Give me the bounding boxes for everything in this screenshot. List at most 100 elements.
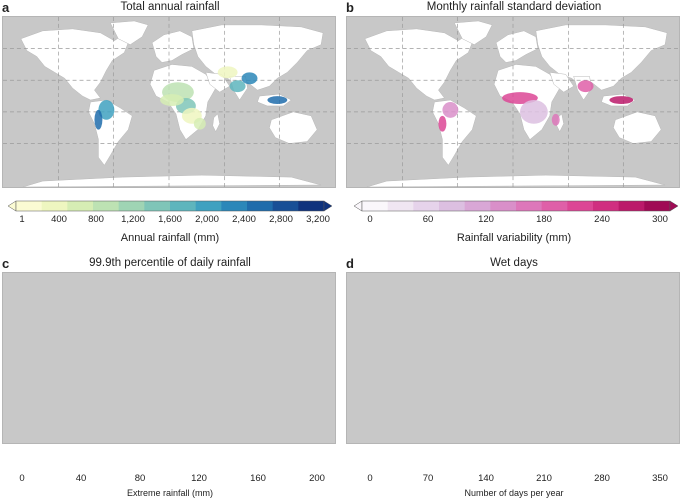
- colorbar-swatch: [644, 201, 671, 211]
- tick-label: 160: [250, 473, 266, 484]
- colorbar-swatch: [221, 201, 248, 211]
- map-svg: [347, 273, 679, 443]
- panel-title: Total annual rainfall: [120, 1, 220, 13]
- colorbar-swatch: [567, 201, 594, 211]
- tick-label: 400: [51, 214, 67, 225]
- europe-land: [151, 30, 195, 63]
- tick-label: 200: [309, 473, 325, 484]
- colorbar-swatch: [170, 201, 197, 211]
- colorbar-swatch: [118, 201, 145, 211]
- panel-letter: d: [346, 256, 354, 271]
- colorbar-swatch: [464, 201, 491, 211]
- colorbar-swatch: [439, 201, 466, 211]
- colorbar-swatch: [41, 201, 68, 211]
- antarctica-land: [22, 174, 322, 187]
- colorbar-swatch: [362, 201, 389, 211]
- madagascar-land: [212, 113, 220, 133]
- tick-label: 140: [478, 473, 494, 484]
- tick-label: 280: [594, 473, 610, 484]
- panel-title: Monthly rainfall standard deviation: [426, 1, 602, 13]
- rainfall-region: [229, 80, 246, 93]
- north-america-land: [364, 28, 473, 101]
- colorbar-swatch: [387, 201, 414, 211]
- tick-label: 0: [367, 214, 373, 225]
- rainfall-region: [241, 72, 258, 85]
- tick-label: 2,000: [195, 214, 219, 225]
- colorbar-min-arrow: [353, 200, 363, 212]
- tick-label: 0: [367, 473, 373, 484]
- europe-land: [495, 30, 539, 63]
- colorbar-swatch: [541, 201, 568, 211]
- colorbar-swatch: [195, 201, 222, 211]
- tick-label: 1,200: [121, 214, 145, 225]
- tick-label: 80: [134, 473, 146, 484]
- rainfall-region: [551, 113, 560, 126]
- colorbar-swatch: [16, 201, 43, 211]
- colorbar-swatch: [618, 201, 645, 211]
- colorbar: [353, 198, 679, 212]
- colorbar: [354, 457, 678, 467]
- tick-label: 70: [422, 473, 434, 484]
- australia-land: [269, 111, 318, 144]
- colorbar-swatch: [67, 201, 94, 211]
- australia-land: [613, 111, 662, 144]
- rainfall-region: [160, 94, 184, 106]
- tick-label: 210: [536, 473, 552, 484]
- tick-label: 120: [478, 214, 494, 225]
- rainfall-region: [442, 102, 459, 118]
- colorbar-title: Annual rainfall (mm): [120, 232, 220, 244]
- map-svg: [3, 273, 335, 443]
- colorbar-gradient: [353, 200, 679, 212]
- colorbar-gradient: [354, 460, 678, 470]
- colorbar-max-arrow: [323, 200, 333, 212]
- tick-label: 3,200: [306, 214, 330, 225]
- panel-letter: b: [346, 0, 354, 15]
- tick-label: 180: [536, 214, 552, 225]
- tick-label: 40: [75, 473, 87, 484]
- greenland-land: [453, 20, 493, 45]
- greenland-land: [109, 20, 149, 45]
- map-svg: [3, 17, 335, 187]
- colorbar: [7, 198, 333, 212]
- tick-label: 2,800: [269, 214, 293, 225]
- tick-label: 1: [19, 214, 25, 225]
- world-map: [2, 272, 336, 444]
- rainfall-region: [98, 100, 115, 120]
- tick-label: 300: [652, 214, 668, 225]
- rainfall-region: [267, 96, 288, 104]
- rainfall-region: [577, 80, 594, 93]
- rainfall-region: [438, 115, 447, 132]
- panel-letter: c: [2, 256, 10, 271]
- rainfall-region: [609, 96, 634, 104]
- colorbar-title: Number of days per year: [464, 488, 564, 498]
- colorbar-swatch: [413, 201, 440, 211]
- colorbar-swatch: [93, 201, 120, 211]
- colorbar-title: Extreme rainfall (mm): [126, 488, 213, 498]
- colorbar-swatch: [247, 201, 274, 211]
- colorbar-max-arrow: [669, 200, 679, 212]
- panel-title: 99.9th percentile of daily rainfall: [89, 257, 251, 269]
- world-map: [346, 16, 680, 188]
- rainfall-region: [94, 109, 103, 130]
- colorbar-title: Rainfall variability (mm): [456, 232, 572, 244]
- colorbar: [8, 457, 332, 467]
- rainfall-region: [519, 100, 548, 124]
- colorbar-min-arrow: [7, 200, 17, 212]
- panel-letter: a: [2, 0, 10, 15]
- colorbar-swatch: [298, 201, 325, 211]
- panel-title: Wet days: [490, 257, 538, 269]
- antarctica-land: [366, 174, 666, 187]
- tick-label: 350: [652, 473, 668, 484]
- tick-label: 2,400: [232, 214, 256, 225]
- world-map: [346, 272, 680, 444]
- world-map: [2, 16, 336, 188]
- tick-label: 120: [191, 473, 207, 484]
- colorbar-swatch: [272, 201, 299, 211]
- tick-label: 0: [19, 473, 25, 484]
- rainfall-region: [217, 66, 238, 79]
- colorbar-swatch: [516, 201, 543, 211]
- colorbar-swatch: [490, 201, 517, 211]
- rainfall-region: [193, 117, 206, 130]
- colorbar-gradient: [8, 460, 332, 470]
- colorbar-swatch: [144, 201, 171, 211]
